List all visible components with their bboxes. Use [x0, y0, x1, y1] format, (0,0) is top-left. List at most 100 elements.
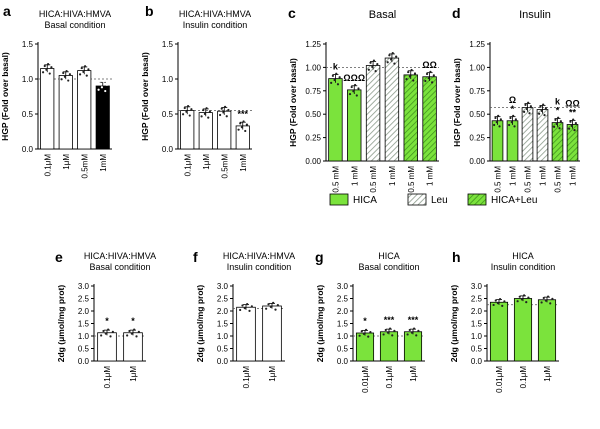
y-tick-label: 1.00: [305, 63, 321, 72]
data-point: [508, 123, 511, 127]
y-tick-label: 1.5: [471, 320, 483, 329]
data-point: [386, 61, 389, 64]
data-point: [386, 331, 390, 334]
y-tick-label: 0.00: [305, 157, 321, 166]
bar: [198, 112, 213, 150]
category-label: 1μM: [268, 366, 277, 382]
bar: [262, 305, 282, 362]
y-tick-label: 1.0: [78, 332, 90, 341]
data-point: [431, 81, 434, 84]
data-point: [104, 89, 107, 93]
data-point: [181, 113, 185, 116]
data-point: [527, 296, 530, 299]
data-point: [555, 122, 558, 126]
category-label: 1 mM: [509, 166, 518, 186]
y-tick-label: 0.00: [469, 157, 485, 166]
y-tick-label: 0.75: [469, 87, 485, 96]
panel-letter: h: [452, 249, 461, 265]
data-point: [558, 127, 561, 130]
data-point: [67, 79, 70, 82]
data-point: [357, 87, 360, 90]
y-axis-label: 2dg (μmol/mg prot): [195, 285, 205, 363]
data-point: [68, 73, 72, 76]
data-point: [97, 88, 100, 91]
data-point: [522, 294, 526, 297]
category-label: 1mM: [99, 154, 108, 172]
data-point: [559, 120, 562, 123]
data-point: [109, 335, 112, 338]
category-label: 1 mM: [569, 166, 578, 186]
category-label: 0.1μM: [385, 366, 394, 389]
data-point: [520, 298, 524, 301]
data-point: [104, 332, 107, 335]
data-point: [330, 81, 333, 84]
data-point: [405, 78, 408, 81]
data-point: [553, 125, 556, 128]
data-point: [499, 118, 502, 121]
data-point: [130, 332, 133, 335]
data-point: [87, 68, 90, 71]
data-point: [250, 305, 253, 308]
data-point: [493, 123, 496, 127]
category-label: 1 mM: [350, 166, 359, 186]
significance-marker: *: [556, 106, 560, 116]
data-point: [102, 80, 105, 83]
significance-marker: *: [105, 316, 109, 326]
data-point: [495, 121, 498, 124]
data-point: [348, 92, 352, 96]
data-point: [239, 308, 242, 312]
data-point: [494, 116, 497, 120]
data-point: [540, 109, 543, 113]
data-point: [245, 123, 249, 126]
bar: [95, 85, 110, 150]
chart-title: Insulin condition: [491, 262, 556, 272]
data-point: [43, 64, 46, 68]
data-point: [237, 128, 240, 131]
y-tick-label: 2.5: [337, 295, 349, 304]
panel-letter: e: [55, 249, 63, 265]
chart-title: Basal condition: [44, 20, 105, 30]
data-point: [41, 71, 45, 74]
bar: [384, 57, 400, 162]
data-point: [372, 59, 376, 62]
data-point: [218, 113, 222, 117]
data-point: [243, 307, 246, 310]
data-point: [353, 83, 357, 87]
y-tick-label: 1.0: [337, 332, 349, 341]
data-point: [62, 71, 65, 75]
data-point: [60, 78, 63, 81]
category-label: 0.5 mM: [494, 166, 503, 193]
bar: [513, 298, 533, 362]
category-label: 1 mM: [426, 166, 435, 186]
y-tick-label: 0.0: [337, 357, 349, 366]
data-point: [133, 328, 136, 331]
data-point: [202, 108, 205, 112]
bar: [551, 122, 564, 162]
significance-marker: k: [333, 62, 339, 72]
category-label: 1μM: [202, 154, 211, 170]
data-point: [408, 328, 411, 332]
chart-title: HICA:HIVA:HMVA: [223, 251, 295, 261]
bar: [58, 75, 73, 150]
legend: HICA Leu HICA+Leu: [329, 193, 537, 206]
chart-title: Basal condition: [358, 262, 419, 272]
data-point: [107, 328, 110, 331]
y-tick-label: 3.0: [471, 282, 483, 291]
y-tick-label: 2.0: [337, 307, 349, 316]
data-point: [395, 55, 398, 58]
data-point: [240, 126, 244, 129]
data-point: [369, 61, 372, 64]
significance-marker: k: [555, 97, 561, 107]
bar: [365, 65, 381, 162]
panel-letter: f: [193, 249, 198, 265]
data-point: [225, 115, 228, 118]
data-point: [391, 334, 394, 337]
category-label: 1 mM: [388, 166, 397, 186]
y-tick-label: 0.25: [469, 134, 485, 143]
data-point: [274, 308, 277, 311]
data-point: [554, 118, 557, 121]
data-point: [538, 112, 541, 115]
y-axis-label: HGP (Fold over basal): [0, 52, 10, 141]
